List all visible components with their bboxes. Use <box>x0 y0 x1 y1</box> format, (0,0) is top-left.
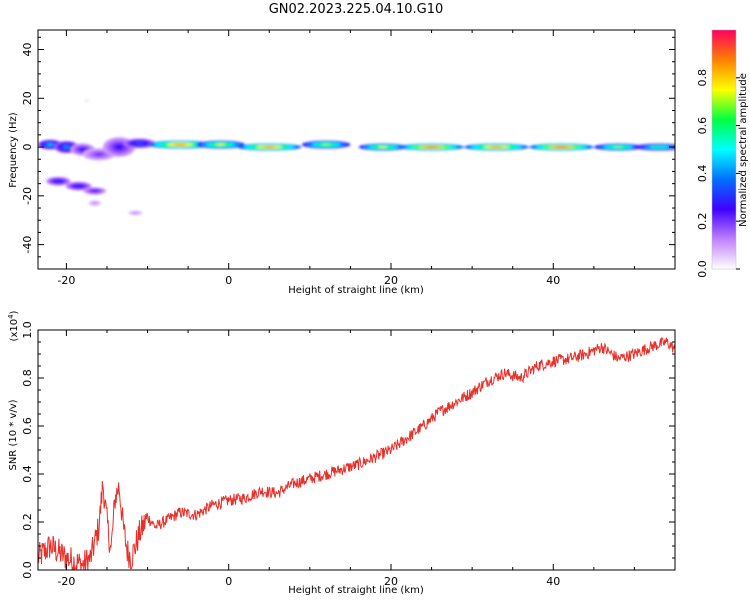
y-tick-label: -20 <box>21 187 34 205</box>
colorbar-ticks: 0.0 0.2 0.4 0.6 0.8 <box>696 69 740 278</box>
spectrogram-blob-level <box>653 146 664 148</box>
spectrogram-blob <box>528 143 594 151</box>
colorbar: 0.0 0.2 0.4 0.6 0.8 Normalized spectral ampl… <box>696 29 749 278</box>
x-tick-label: 0 <box>225 575 232 588</box>
spectrogram-blob-level <box>489 146 503 148</box>
spectrogram-blob-level <box>92 190 98 192</box>
spectrogram-blob <box>236 143 302 151</box>
x-tick-label: -20 <box>57 274 75 287</box>
spectrogram-panel: -20 0 20 40 -40 -20 0 20 40 Height of straight l… <box>8 29 676 296</box>
spectrogram-blob-level <box>55 180 61 183</box>
spectrogram-blob-level <box>47 143 53 146</box>
snr-panel: -20 0 20 40 0.0 0.2 0.4 0.6 0.8 1.0 Height of str… <box>7 310 676 596</box>
spectrogram-blob-level <box>115 145 123 150</box>
snr-scale-base: (x10 <box>9 319 20 342</box>
y-tick-label: 1.0 <box>21 321 34 339</box>
y-tick-label: 40 <box>21 43 34 57</box>
snr-frame <box>37 329 676 571</box>
spectrogram-axes: -20 0 20 40 -40 -20 0 20 40 <box>21 30 676 287</box>
y-tick-label: 0.0 <box>21 561 34 579</box>
y-tick-label: 0.8 <box>21 369 34 387</box>
spectrogram-blob <box>593 143 643 151</box>
x-tick-label: 0 <box>225 274 232 287</box>
spectrogram-blob-level <box>613 146 624 148</box>
colorbar-tick-label: 0.6 <box>696 117 709 135</box>
spectrogram-frame <box>37 29 676 270</box>
spectrogram-blob-level <box>173 143 187 146</box>
spectrogram-blob-level <box>554 146 568 148</box>
spectrogram-blob <box>464 143 529 151</box>
spectrogram-blob <box>301 140 351 149</box>
spectrogram-blob-level <box>63 145 69 149</box>
spectrogram-blob <box>123 138 156 149</box>
snr-axes: -20 0 20 40 0.0 0.2 0.4 0.6 0.8 1.0 <box>21 321 676 588</box>
spectrogram-blob-level <box>262 146 276 148</box>
spectrogram-blob <box>46 176 71 186</box>
spectrogram-blob-level <box>321 143 331 146</box>
spectrogram-blob <box>196 140 245 149</box>
spectrogram-blob <box>399 143 465 151</box>
snr-ylabel: SNR (10 * v/v) <box>8 399 19 470</box>
snr-series-line <box>38 337 675 570</box>
colorbar-frame <box>711 29 737 270</box>
snr-scale-close: ) <box>9 310 20 314</box>
snr-scale-label: (x104) <box>7 310 20 341</box>
spectrogram-blob-level <box>95 153 103 156</box>
spectrogram-blob <box>84 99 90 102</box>
colorbar-gradient <box>712 30 736 269</box>
colorbar-tick-label: 0.0 <box>696 260 709 278</box>
spectrogram-blob-level <box>378 146 388 148</box>
spectrogram-blob <box>88 200 102 207</box>
colorbar-label: Normalized spectral amplitude <box>738 73 749 227</box>
spectrogram-blob <box>82 148 116 161</box>
colorbar-tick-label: 0.2 <box>696 212 709 230</box>
x-tick-label: 40 <box>546 274 560 287</box>
y-tick-label: 20 <box>21 91 34 105</box>
y-tick-label: 0.4 <box>21 465 34 483</box>
spectrogram-blob <box>128 210 143 216</box>
x-tick-label: 20 <box>384 274 398 287</box>
spectrogram-blob-level <box>80 148 86 151</box>
spectrogram-blob-level <box>133 212 137 214</box>
x-tick-label: 20 <box>384 575 398 588</box>
spectrogram-blob <box>83 187 107 195</box>
spectrogram-xlabel: Height of straight line (km) <box>288 285 424 296</box>
figure-title: GN02.2023.225.04.10.G10 <box>269 2 444 17</box>
colorbar-tick-label: 0.8 <box>696 69 709 87</box>
snr-xlabel: Height of straight line (km) <box>288 585 424 596</box>
colorbar-tick-label: 0.4 <box>696 165 709 183</box>
x-tick-label: 40 <box>546 575 560 588</box>
spectrogram-blob-level <box>136 142 143 145</box>
y-tick-label: 0.2 <box>21 513 34 531</box>
spectrogram-blob <box>358 143 408 151</box>
spectrogram-blob-level <box>93 202 97 204</box>
spectrogram-ylabel: Frequency (Hz) <box>8 112 19 188</box>
spectrogram-blob-level <box>75 185 82 187</box>
y-tick-label: -40 <box>21 236 34 254</box>
y-tick-label: 0 <box>21 144 34 151</box>
spectrogram-blob-level <box>425 146 439 148</box>
spectrogram-blob-level <box>215 143 226 146</box>
snr-scale-exp: 4 <box>7 314 15 319</box>
spectrogram-heatmap <box>38 99 675 216</box>
spectrogram-blob <box>634 143 675 151</box>
spectrogram-blob-level <box>86 100 88 102</box>
x-tick-label: -20 <box>57 575 75 588</box>
y-tick-label: 0.6 <box>21 417 34 435</box>
spectrogram-blob <box>65 181 92 191</box>
spectrogram-blob <box>147 140 213 149</box>
